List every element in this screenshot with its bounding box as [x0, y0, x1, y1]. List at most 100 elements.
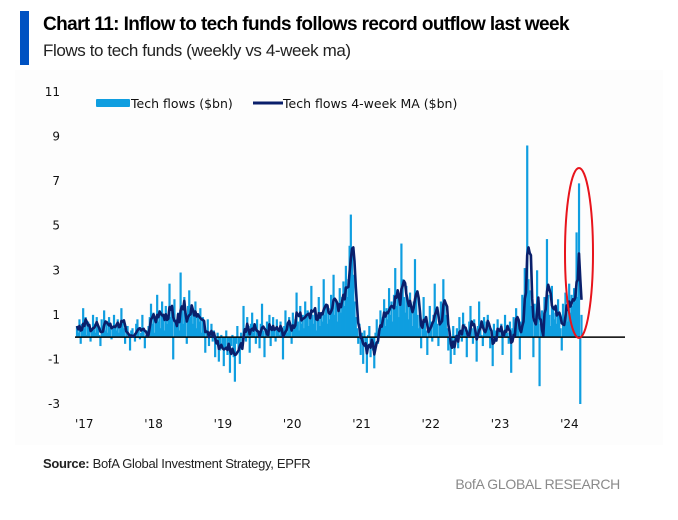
- flow-bar: [193, 312, 196, 338]
- flow-bar: [576, 297, 579, 338]
- flow-bar: [450, 337, 454, 344]
- flow-bar: [231, 334, 234, 338]
- flow-bar: [339, 312, 343, 338]
- flow-bar: [433, 283, 436, 338]
- flow-bar: [116, 319, 119, 338]
- flow-bar: [436, 323, 439, 338]
- flow-bar: [380, 323, 383, 338]
- flow-bar: [75, 326, 79, 338]
- flow-bar: [289, 328, 292, 338]
- flow-bar: [161, 301, 164, 338]
- flow-bar: [255, 319, 259, 338]
- flow-bar: [550, 285, 553, 338]
- flow-bar: [487, 328, 491, 338]
- flow-bar: [307, 326, 310, 338]
- flow-bar: [199, 308, 202, 338]
- flow-bar: [320, 312, 323, 338]
- y-tick-label: 11: [45, 85, 60, 99]
- flow-bar: [538, 337, 541, 387]
- flow-bar: [110, 337, 113, 340]
- flow-bar: [336, 321, 339, 338]
- flow-bar: [480, 334, 483, 338]
- flow-bar: [420, 337, 423, 349]
- flow-bar: [162, 319, 165, 338]
- flow-bar: [438, 319, 441, 338]
- x-tick-label: '23: [491, 417, 510, 431]
- flow-bar: [288, 317, 291, 338]
- flow-bar: [157, 321, 160, 338]
- legend: Tech flows ($bn) Tech flows 4-week MA ($…: [96, 96, 457, 111]
- flow-bar: [191, 323, 195, 338]
- flow-bar: [236, 326, 239, 338]
- flow-bar: [84, 317, 87, 338]
- flow-bar: [385, 308, 388, 338]
- flow-bar: [365, 337, 368, 373]
- flow-bar: [406, 305, 409, 338]
- flow-bar: [346, 297, 349, 338]
- flow-bar: [318, 326, 322, 338]
- flow-bar: [144, 334, 148, 338]
- flow-bar: [121, 321, 124, 338]
- flow-bar: [475, 337, 478, 362]
- flow-bar: [301, 314, 304, 338]
- source-note: Source: BofA Global Investment Strategy,…: [43, 456, 311, 471]
- chart-title: Chart 11: Inflow to tech funds follows r…: [43, 14, 570, 35]
- flow-bar: [570, 294, 573, 338]
- flow-bar: [458, 317, 461, 338]
- flow-bar: [527, 279, 530, 338]
- flow-bar: [571, 305, 574, 338]
- flow-bar: [260, 303, 264, 338]
- flow-bar: [221, 337, 224, 347]
- y-tick-label: 5: [52, 219, 60, 233]
- flow-bar: [517, 328, 520, 338]
- flow-bar: [190, 308, 193, 338]
- flow-bar: [194, 301, 197, 338]
- flow-bar: [88, 326, 91, 338]
- flow-bar: [170, 308, 174, 338]
- flow-bar: [253, 328, 256, 338]
- flow-bar: [407, 319, 410, 338]
- flow-bar: [350, 254, 354, 338]
- flow-bar: [305, 317, 308, 338]
- flow-bar: [269, 337, 272, 347]
- y-tick-label: 7: [52, 174, 60, 188]
- flow-bar: [309, 319, 312, 338]
- flow-bar: [326, 323, 329, 338]
- flow-bar: [107, 317, 111, 338]
- flow-bar: [408, 292, 412, 338]
- flow-bar: [441, 317, 444, 338]
- flow-bar: [114, 326, 117, 338]
- flow-bar: [263, 337, 266, 358]
- flow-bar: [290, 337, 293, 344]
- flow-bar: [225, 330, 228, 338]
- flow-bar: [384, 326, 387, 338]
- flow-bar: [143, 337, 146, 349]
- flow-bar: [544, 308, 547, 338]
- flow-bar: [312, 323, 315, 338]
- flow-bar: [222, 337, 225, 367]
- flow-bar: [555, 323, 558, 338]
- x-tick-label: '20: [283, 417, 302, 431]
- flow-bar: [106, 332, 109, 338]
- flow-bar: [507, 337, 510, 344]
- flow-bar: [195, 328, 198, 338]
- flow-bar: [580, 314, 583, 338]
- flow-bar: [552, 305, 555, 338]
- flow-bar: [447, 337, 450, 351]
- flow-bar: [125, 332, 128, 338]
- flow-bar: [167, 314, 170, 338]
- flow-bar: [338, 288, 341, 338]
- flow-bar: [239, 332, 243, 338]
- flow-bar: [560, 337, 563, 351]
- flow-bar: [470, 328, 473, 338]
- flow-bar: [364, 337, 367, 347]
- flow-bar: [434, 308, 438, 338]
- chart-subtitle: Flows to tech funds (weekly vs 4-week ma…: [43, 41, 351, 60]
- flow-bar: [83, 328, 86, 338]
- flow-bar: [220, 334, 223, 338]
- flow-bar: [104, 330, 107, 338]
- flow-bar: [463, 323, 466, 338]
- x-axis-ticks: '17 '18 '19 '20 '21 '22 '23 '24: [75, 417, 579, 431]
- flow-bar: [391, 321, 394, 338]
- flow-bar: [315, 330, 318, 338]
